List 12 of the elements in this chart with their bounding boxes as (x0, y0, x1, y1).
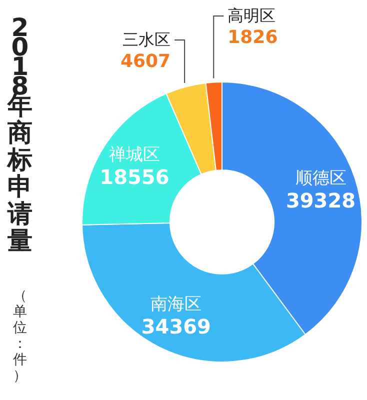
chart-title: 2018年商标申请量 (8, 13, 32, 255)
data-label: 4607 (120, 51, 171, 72)
slice-label: 禅城区 (108, 144, 160, 165)
data-label: 1826 (228, 27, 278, 48)
text: （单位：件） (13, 288, 27, 384)
slice-label: 顺德区 (295, 168, 346, 188)
slice-label: 南海区 (150, 294, 202, 314)
slice-label: 三水区 (122, 30, 171, 49)
slice-label: 高明区 (228, 6, 276, 25)
data-label: 39328 (286, 188, 356, 212)
data-label: 18556 (100, 164, 170, 189)
data-label: 34369 (141, 314, 211, 338)
